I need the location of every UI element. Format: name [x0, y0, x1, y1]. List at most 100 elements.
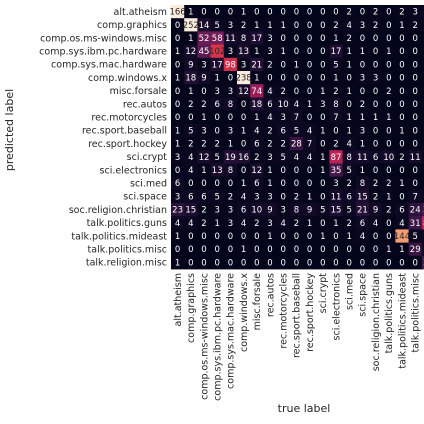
heatmap-cell-value-r5-c2: 9 [201, 74, 206, 84]
heatmap-cell-value-r16-c4: 3 [228, 219, 233, 229]
heatmap-cell-value-r2-c2: 52 [199, 34, 210, 44]
heatmap-cell-value-r7-c2: 2 [201, 100, 206, 110]
heatmap-cell-value-r4-c13: 1 [346, 60, 351, 70]
y-tick-label-0: alt.atheism [114, 7, 167, 18]
heatmap-cell-value-r19-c11: 0 [320, 258, 325, 268]
heatmap-cell-value-r12-c17: 0 [399, 166, 404, 176]
heatmap-cell-value-r6-c18: 0 [412, 87, 417, 97]
heatmap-cell-value-r10-c17: 0 [399, 140, 404, 150]
heatmap-cell-value-r17-c7: 1 [267, 232, 272, 242]
heatmap-cell-value-r9-c16: 0 [386, 126, 391, 136]
heatmap-cell-value-r8-c9: 7 [294, 113, 299, 123]
heatmap-cell-value-r11-c15: 6 [373, 153, 378, 163]
heatmap-cell-value-r19-c18: 0 [412, 258, 417, 268]
heatmap-cell-value-r15-c14: 21 [357, 206, 368, 216]
x-tick-label-14: sci.space [358, 273, 369, 317]
heatmap-cell-value-r7-c15: 0 [373, 100, 378, 110]
heatmap-cell-value-r6-c5: 12 [238, 87, 249, 97]
heatmap-cell-value-r9-c11: 1 [320, 126, 325, 136]
heatmap-cell-value-r8-c14: 1 [360, 113, 365, 123]
heatmap-cell-value-r4-c11: 0 [320, 60, 325, 70]
heatmap-cell-value-r19-c7: 0 [267, 258, 272, 268]
heatmap-cell-value-r1-c4: 3 [228, 21, 233, 31]
heatmap-cell-value-r3-c18: 0 [412, 47, 417, 57]
heatmap-cell-value-r2-c18: 0 [412, 34, 417, 44]
heatmap-cell-value-r4-c5: 3 [241, 60, 246, 70]
heatmap-cell-value-r14-c2: 6 [201, 192, 206, 202]
heatmap-cell-value-r5-c17: 0 [399, 74, 404, 84]
heatmap-cell-value-r3-c1: 12 [185, 47, 196, 57]
heatmap-cell-value-r13-c4: 0 [228, 179, 233, 189]
x-tick-label-15: soc.religion.christian [371, 273, 382, 371]
heatmap-cell-value-r10-c3: 2 [214, 140, 219, 150]
heatmap-cell-value-r8-c7: 4 [267, 113, 272, 123]
y-tick-label-4: comp.sys.mac.hardware [51, 60, 167, 71]
heatmap-cell-value-r1-c12: 2 [333, 21, 338, 31]
heatmap-cell-value-r8-c8: 3 [280, 113, 285, 123]
heatmap-cell-value-r18-c16: 1 [386, 245, 391, 255]
heatmap-cell-value-r13-c14: 8 [360, 179, 365, 189]
heatmap-cell-value-r14-c13: 6 [346, 192, 351, 202]
heatmap-cell-value-r13-c1: 0 [188, 179, 193, 189]
heatmap-cell-value-r4-c16: 0 [386, 60, 391, 70]
heatmap-cell-value-r5-c3: 1 [214, 74, 219, 84]
heatmap-cell-value-r18-c11: 0 [320, 245, 325, 255]
y-tick-label-10: rec.sport.hockey [88, 139, 167, 150]
heatmap-cell-value-r8-c13: 1 [346, 113, 351, 123]
heatmap-cell-value-r0-c4: 0 [228, 8, 233, 18]
heatmap-cell-value-r6-c14: 0 [360, 87, 365, 97]
heatmap-cell-value-r6-c11: 1 [320, 87, 325, 97]
heatmap-cell-value-r19-c9: 0 [294, 258, 299, 268]
heatmap-cell-value-r19-c13: 0 [346, 258, 351, 268]
y-tick-label-8: rec.motorcycles [91, 113, 167, 124]
heatmap-cell-value-r11-c12: 87 [331, 153, 342, 163]
heatmap-cell-value-r1-c6: 1 [254, 21, 259, 31]
heatmap-cell-value-r2-c17: 0 [399, 34, 404, 44]
heatmap-cell-value-r10-c9: 28 [291, 140, 302, 150]
heatmap-cell-value-r10-c14: 1 [360, 140, 365, 150]
heatmap-cell-value-r12-c13: 5 [346, 166, 351, 176]
heatmap-cell-value-r8-c4: 0 [228, 113, 233, 123]
x-axis-title: true label [278, 402, 331, 415]
heatmap-cell-value-r15-c10: 9 [307, 206, 312, 216]
heatmap-cell-value-r3-c8: 1 [280, 47, 285, 57]
y-tick-label-13: sci.med [130, 179, 167, 190]
heatmap-cell-value-r17-c9: 0 [294, 232, 299, 242]
heatmap-cell-value-r11-c11: 1 [320, 153, 325, 163]
heatmap-cell-value-r3-c4: 3 [228, 47, 233, 57]
heatmap-cell-value-r0-c6: 0 [254, 8, 259, 18]
heatmap-cells [171, 5, 424, 269]
heatmap-cell-value-r7-c0: 0 [175, 100, 180, 110]
heatmap-cell-value-r12-c14: 1 [360, 166, 365, 176]
heatmap-cell-value-r2-c5: 8 [241, 34, 246, 44]
heatmap-cell-value-r4-c4: 98 [225, 60, 236, 70]
heatmap-cell-value-r4-c17: 0 [399, 60, 404, 70]
heatmap-cell-value-r13-c12: 3 [333, 179, 338, 189]
heatmap-cell-value-r9-c10: 4 [307, 126, 312, 136]
heatmap-cell-value-r13-c8: 0 [280, 179, 285, 189]
heatmap-cell-value-r7-c6: 18 [251, 100, 262, 110]
heatmap-cell-value-r5-c7: 0 [267, 74, 272, 84]
heatmap-cell-value-r16-c6: 2 [254, 219, 259, 229]
x-tick-label-1: comp.graphics [186, 273, 197, 343]
heatmap-cell-value-r7-c4: 8 [228, 100, 233, 110]
heatmap-cell-value-r13-c15: 2 [373, 179, 378, 189]
y-tick-label-1: comp.graphics [97, 20, 167, 31]
heatmap-cell-value-r13-c0: 6 [175, 179, 180, 189]
heatmap-cell-value-r15-c2: 2 [201, 206, 206, 216]
heatmap-cell-value-r3-c10: 0 [307, 47, 312, 57]
heatmap-cell-value-r2-c15: 0 [373, 34, 378, 44]
heatmap-cell-value-r4-c10: 0 [307, 60, 312, 70]
heatmap-cell-value-r13-c6: 6 [254, 179, 259, 189]
heatmap-cell-value-r6-c17: 0 [399, 87, 404, 97]
heatmap-cell-value-r13-c11: 0 [320, 179, 325, 189]
heatmap-cell-value-r18-c17: 1 [399, 245, 404, 255]
heatmap-cell-value-r12-c4: 8 [228, 166, 233, 176]
heatmap-cell-value-r14-c18: 7 [412, 192, 417, 202]
heatmap-cell-value-r5-c5: 238 [235, 74, 251, 84]
heatmap-cell-value-r10-c4: 1 [228, 140, 233, 150]
heatmap-cell-value-r17-c17: 144 [394, 232, 410, 242]
heatmap-cell-value-r4-c9: 1 [294, 60, 299, 70]
heatmap-cell-value-r16-c17: 4 [399, 219, 404, 229]
y-tick-label-5: comp.windows.x [88, 73, 167, 84]
